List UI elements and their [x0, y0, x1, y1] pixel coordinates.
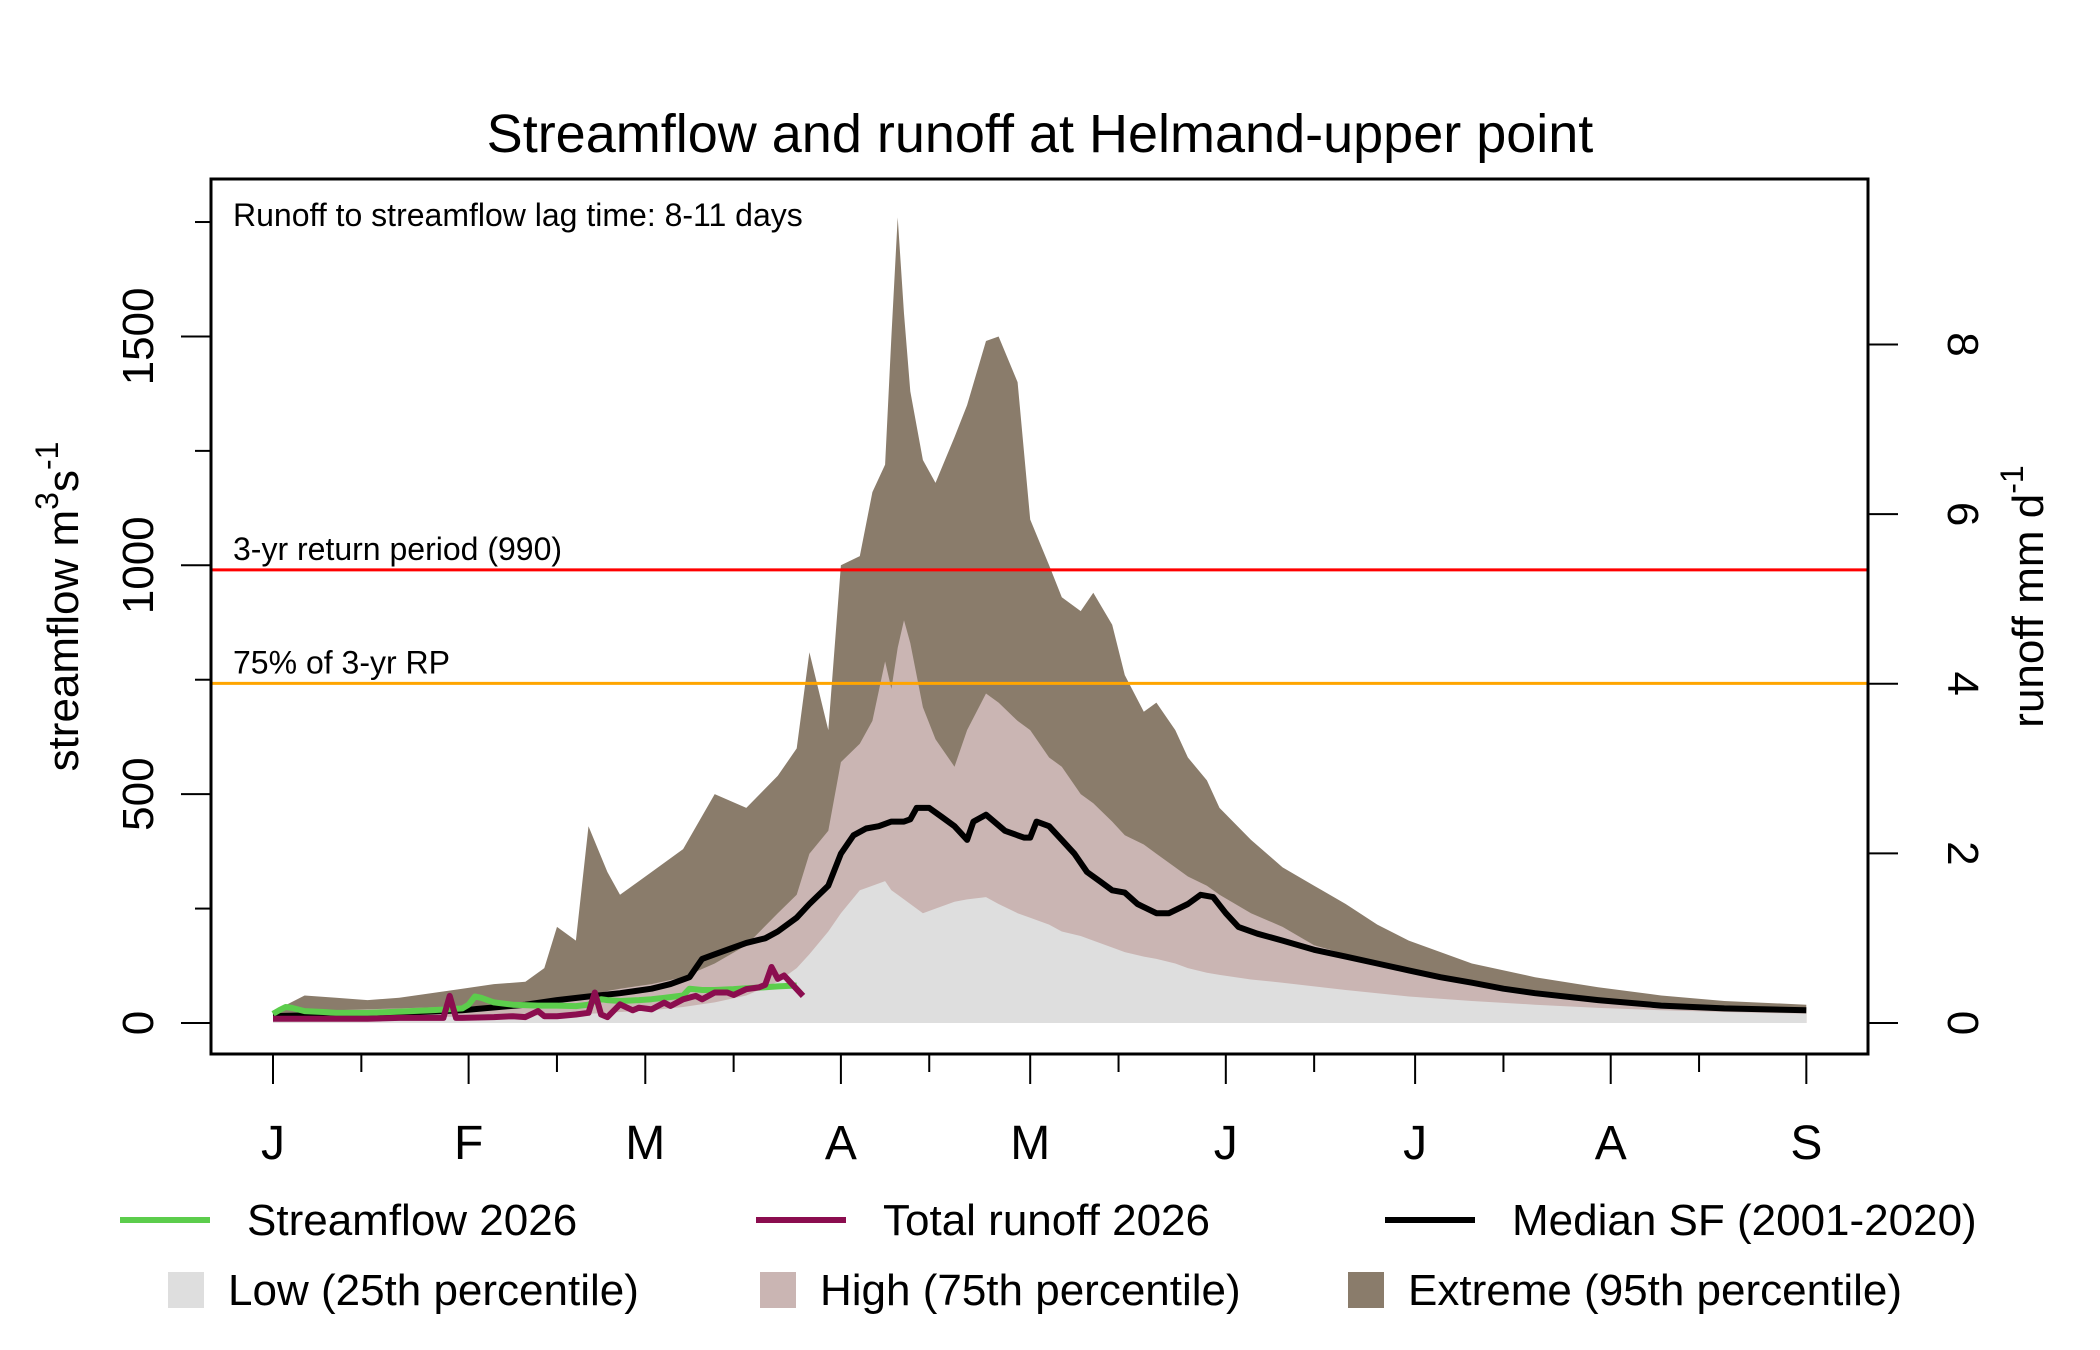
- plot-frame: [209, 177, 1870, 1056]
- streamflow-2026-line: [271, 982, 797, 1017]
- x-month-tick-label: A: [1595, 1117, 1627, 1170]
- y-left-tick-label: 0: [114, 1011, 163, 1035]
- y-left-tick-label: 1500: [114, 288, 163, 386]
- y-right-label-sup: -1: [1994, 465, 2030, 493]
- legend: Streamflow 2026 Total runoff 2026 Median S…: [120, 1196, 1977, 1315]
- y-left-tick-label: 500: [114, 757, 163, 830]
- x-month-tick-label: S: [1790, 1117, 1822, 1170]
- y-right-tick-label: 6: [1938, 502, 1987, 526]
- svg-text:streamflow m3s-1: streamflow m3s-1: [29, 442, 88, 772]
- y-axis-left-label: streamflow m3s-1: [29, 442, 88, 772]
- y-right-tick-label: 8: [1938, 332, 1987, 356]
- y-right-label-main: runoff mm d: [2004, 494, 2053, 728]
- y-left-label-s: s: [39, 470, 88, 492]
- svg-text:runoff mm d-1: runoff mm d-1: [1994, 465, 2053, 727]
- legend-label-high: High (75th percentile): [820, 1266, 1241, 1315]
- reference-line-label-1: 75% of 3-yr RP: [233, 644, 450, 680]
- chart-title: Streamflow and runoff at Helmand-upper p…: [487, 104, 1594, 164]
- x-month-tick-label: F: [454, 1117, 483, 1170]
- median-sf-line: [272, 804, 1807, 1020]
- legend-label-low: Low (25th percentile): [228, 1266, 639, 1315]
- y-left-label-sup2: -1: [29, 442, 65, 470]
- x-month-tick-label: J: [1214, 1117, 1238, 1170]
- x-month-tick-label: M: [625, 1117, 665, 1170]
- x-month-tick-label: J: [261, 1117, 285, 1170]
- y-right-tick-label: 0: [1938, 1011, 1987, 1035]
- legend-label-median: Median SF (2001-2020): [1512, 1196, 1977, 1245]
- legend-swatch-high: [760, 1272, 796, 1308]
- series-lines: [271, 804, 1807, 1022]
- legend-label-streamflow: Streamflow 2026: [247, 1196, 577, 1245]
- legend-label-extreme: Extreme (95th percentile): [1408, 1266, 1902, 1315]
- legend-swatch-extreme: [1348, 1272, 1384, 1308]
- y-left-label-main: streamflow m: [39, 510, 88, 772]
- x-month-tick-label: M: [1010, 1117, 1050, 1170]
- axes: 0 500 1000 1500 0 2 4 6 8 J F M A M J J A S: [114, 221, 1987, 1170]
- reference-line-label-0: 3-yr return period (990): [233, 531, 562, 567]
- x-month-tick-label: J: [1403, 1117, 1427, 1170]
- low-band: [273, 881, 1807, 1023]
- x-month-tick-label: A: [825, 1117, 857, 1170]
- lag-time-annotation: Runoff to streamflow lag time: 8-11 days: [233, 197, 803, 233]
- percentile-bands: [273, 217, 1807, 1023]
- y-left-label-sup1: 3: [29, 492, 65, 510]
- y-right-tick-label: 4: [1938, 672, 1987, 696]
- legend-swatch-low: [168, 1272, 204, 1308]
- extreme-band: [273, 217, 1807, 1023]
- y-right-tick-label: 2: [1938, 841, 1987, 865]
- reference-lines: 3-yr return period (990) 75% of 3-yr RP: [211, 531, 1868, 685]
- y-axis-right-label: runoff mm d-1: [1994, 465, 2053, 727]
- runoff-2026-line: [273, 964, 806, 1022]
- y-left-tick-label: 1000: [114, 516, 163, 614]
- legend-label-runoff: Total runoff 2026: [883, 1196, 1210, 1245]
